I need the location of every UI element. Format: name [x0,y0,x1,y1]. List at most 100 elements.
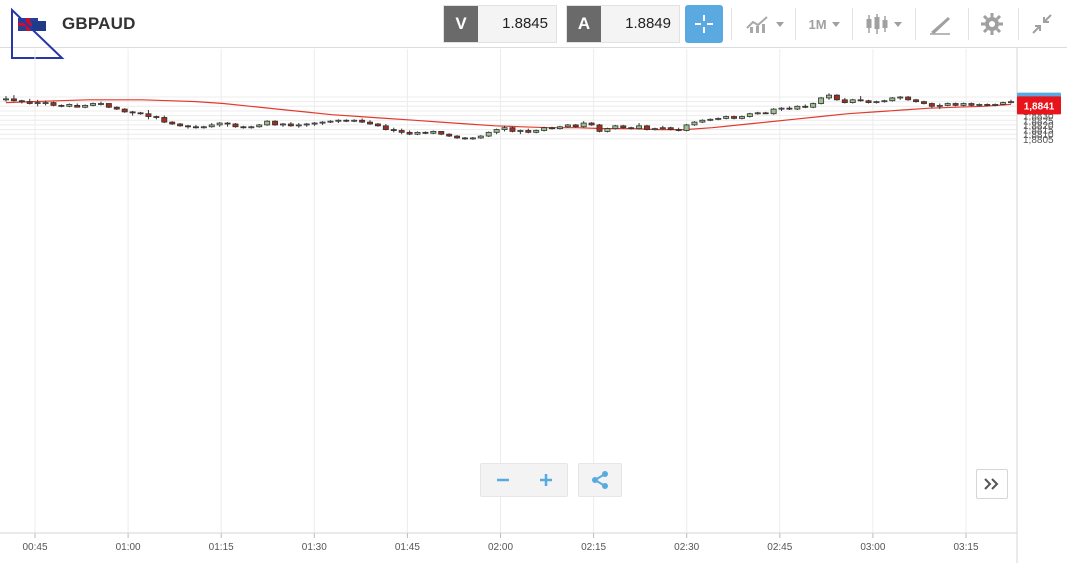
candle [264,120,271,126]
price-chart[interactable]: 1,88501,88451,88401,88351,88301,88251,88… [0,48,1067,563]
candle [778,107,785,111]
crosshair-button[interactable] [685,5,723,43]
price-badges: 1,88451,8841 [1017,92,1061,115]
candle-body [691,121,698,126]
candle-body [525,130,532,133]
candle [865,99,872,104]
zoom-in-button[interactable] [524,464,567,496]
candle-body [256,124,263,128]
candle-body [90,103,97,106]
candle [390,127,397,133]
candle [34,99,41,107]
candle-body [936,104,943,107]
candle [224,122,231,127]
buy-quote-button[interactable]: A 1.8849 [566,5,680,43]
candle-body [833,94,840,101]
candle [477,135,484,139]
candle-body [50,102,57,106]
candle-body [636,125,643,130]
ma-value-badge: 1,8841 [1024,101,1055,112]
candle-body [303,123,310,126]
candle-body [984,104,991,106]
candle-body [169,121,176,125]
candle-body [683,124,690,131]
sell-tag: V [444,6,478,42]
candle [738,115,745,120]
candle [818,97,825,105]
candle-body [462,137,468,140]
candle-body [889,97,896,102]
candle-body [920,101,927,104]
candle-body [770,108,777,115]
chart-grid [0,49,1017,533]
candle-body [129,111,136,114]
candle [97,101,104,106]
candle-body [264,120,271,126]
candle-body [66,104,73,107]
zoom-out-button[interactable] [481,464,524,496]
candle-body [34,102,41,104]
candle-style-button[interactable] [858,5,908,43]
candle-body [541,127,548,131]
candle [580,121,587,128]
scroll-to-latest-button[interactable] [976,469,1008,499]
candle-body [58,104,65,107]
minus-icon [496,478,509,482]
candle [596,123,603,133]
settings-button[interactable] [972,5,1012,43]
candle-body [746,113,753,117]
sell-quote-button[interactable]: V 1.8845 [443,5,557,43]
candle [319,121,326,125]
candle [620,124,627,129]
candle-body [762,112,769,115]
candle [82,104,89,109]
collapse-button[interactable] [1022,5,1062,43]
candle-body [446,133,453,137]
instrument-symbol: GBPAUD [62,14,136,33]
timeframe-label: 1M [808,16,827,32]
candle [121,108,128,113]
chart-type-button[interactable] [738,5,790,43]
candle-body [897,96,904,99]
y-tick-label: 1,8810 [1023,130,1054,141]
candle [1008,99,1014,104]
candle [786,106,793,111]
candle-body [580,122,587,128]
candle [826,93,832,100]
candle-body [272,120,279,126]
chevron-down-icon [831,21,840,27]
candle-body [849,99,856,103]
candle [675,127,682,132]
candle-body [707,118,714,121]
x-tick-label: 02:30 [674,542,699,553]
candle-body [778,107,785,110]
candle-body [161,117,168,123]
share-button[interactable] [578,463,622,497]
moving-average-line [5,99,1012,131]
candle-body [177,123,184,127]
candle [517,129,524,135]
crosshair-icon [695,15,713,33]
drawing-tool-icon [930,17,950,35]
gbp-aud-flag-icon [11,7,65,59]
candle [746,112,753,118]
candle [960,102,967,107]
candle [612,124,619,130]
x-tick-label: 02:45 [767,542,792,553]
candle-body [794,105,801,110]
candle-body [374,123,381,127]
timeframe-selector[interactable]: 1M [800,5,848,43]
candle [913,98,920,103]
candle [279,123,286,127]
candle-body [675,129,682,131]
x-tick-label: 03:00 [860,542,885,553]
candle-body [224,122,231,125]
candle-body [596,124,603,132]
toolbar-divider [915,8,916,40]
candle-body [826,94,832,99]
candle [810,102,817,109]
candle-body [287,123,294,127]
candle [10,95,17,102]
candle-body [699,119,706,123]
drawing-tools-button[interactable] [920,5,960,43]
